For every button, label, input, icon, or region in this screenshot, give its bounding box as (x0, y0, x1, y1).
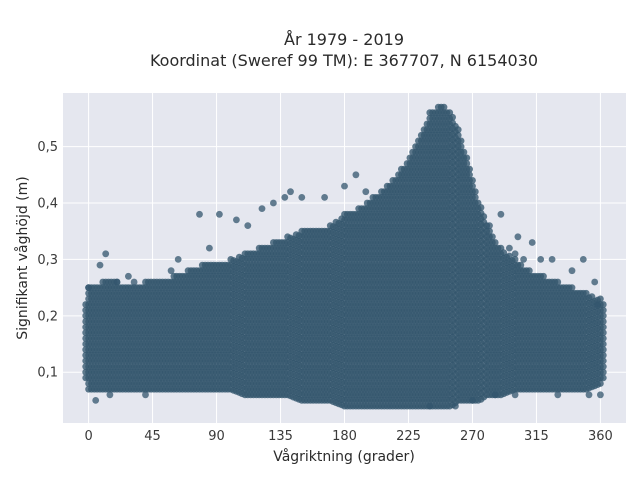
scatter-point (454, 126, 462, 134)
scatter-point (471, 188, 479, 196)
scatter-point (457, 137, 465, 145)
scatter-point (480, 213, 488, 220)
scatter-point (449, 113, 456, 121)
scatter-point (477, 204, 485, 211)
chart-title-line: År 1979 - 2019 (284, 30, 404, 49)
scatter-point (463, 154, 471, 162)
scatter-point (469, 177, 476, 184)
data-points (82, 103, 607, 410)
scatter-point (466, 165, 473, 173)
chart-title: År 1979 - 2019 Koordinat (Sweref 99 TM): … (150, 30, 538, 70)
chart-title-line: Koordinat (Sweref 99 TM): E 367707, N 61… (150, 51, 538, 70)
